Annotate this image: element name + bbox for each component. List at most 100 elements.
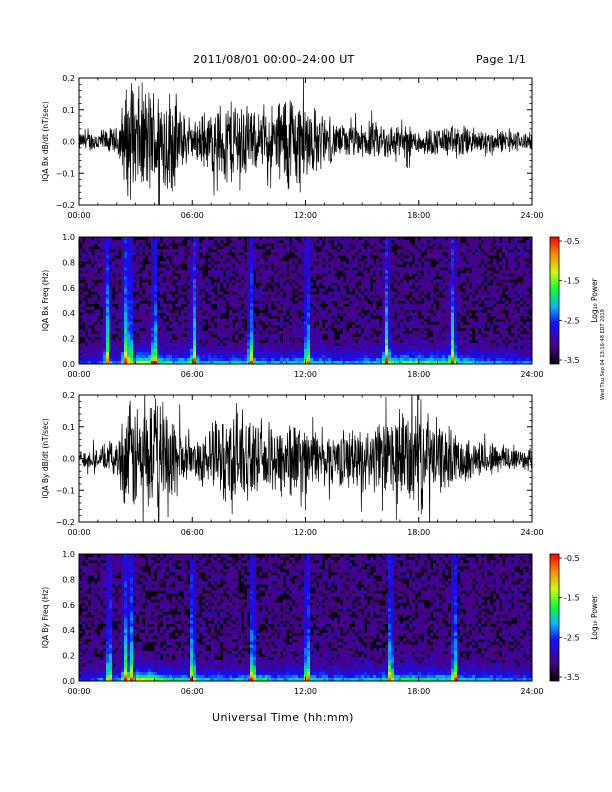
heatmap-cell bbox=[295, 351, 299, 356]
heatmap-cell bbox=[319, 297, 323, 301]
heatmap-cell bbox=[97, 237, 101, 241]
heatmap-cell bbox=[316, 351, 320, 356]
heatmap-cell bbox=[355, 291, 359, 295]
heatmap-cell bbox=[370, 258, 374, 262]
heatmap-cell bbox=[355, 357, 359, 362]
heatmap-cell bbox=[496, 339, 500, 344]
heatmap-cell bbox=[424, 348, 428, 353]
heatmap-cell bbox=[481, 294, 485, 298]
heatmap-cell bbox=[424, 321, 428, 326]
heatmap-cell bbox=[181, 279, 185, 283]
heatmap-cell bbox=[304, 333, 308, 338]
heatmap-cell bbox=[412, 318, 416, 323]
heatmap-cell bbox=[373, 345, 377, 350]
heatmap-cell bbox=[103, 354, 107, 359]
heatmap-cell bbox=[82, 348, 86, 353]
heatmap-cell bbox=[433, 255, 437, 259]
heatmap-cell bbox=[376, 240, 380, 244]
heatmap-cell bbox=[262, 249, 266, 253]
heatmap-cell bbox=[445, 318, 449, 323]
heatmap-cell bbox=[208, 297, 212, 301]
heatmap-cell bbox=[193, 351, 197, 356]
heatmap-cell bbox=[151, 345, 155, 350]
heatmap-cell bbox=[112, 300, 116, 304]
heatmap-cell bbox=[229, 357, 233, 362]
page-indicator: Page 1/1 bbox=[476, 53, 527, 66]
heatmap-cell bbox=[418, 267, 422, 271]
heatmap-cell bbox=[511, 354, 515, 359]
heatmap-cell bbox=[388, 303, 392, 307]
heatmap-cell bbox=[430, 270, 434, 274]
heatmap-cell bbox=[322, 276, 326, 280]
heatmap-cell bbox=[367, 345, 371, 350]
heatmap-cell bbox=[325, 321, 329, 326]
heatmap-cell bbox=[526, 321, 530, 326]
heatmap-cell bbox=[262, 354, 266, 359]
heatmap-cell bbox=[406, 336, 410, 341]
heatmap-cell bbox=[292, 303, 296, 307]
heatmap-cell bbox=[253, 315, 257, 320]
heatmap-cell bbox=[115, 288, 119, 292]
heatmap-cell bbox=[319, 288, 323, 292]
heatmap-cell bbox=[94, 258, 98, 262]
heatmap-cell bbox=[199, 282, 203, 286]
heatmap-cell bbox=[424, 354, 428, 359]
heatmap-cell bbox=[355, 300, 359, 304]
heatmap-cell bbox=[97, 276, 101, 280]
heatmap-cell bbox=[313, 345, 317, 350]
heatmap-cell bbox=[325, 276, 329, 280]
heatmap-cell bbox=[325, 342, 329, 347]
heatmap-cell bbox=[166, 321, 170, 326]
heatmap-cell bbox=[490, 348, 494, 353]
heatmap-cell bbox=[169, 354, 173, 359]
heatmap-cell bbox=[469, 297, 473, 301]
heatmap-cell bbox=[382, 309, 386, 313]
heatmap-cell bbox=[208, 336, 212, 341]
heatmap-cell bbox=[406, 246, 410, 250]
heatmap-cell bbox=[472, 273, 476, 277]
heatmap-cell bbox=[439, 339, 443, 344]
heatmap-cell bbox=[148, 327, 152, 332]
heatmap-cell bbox=[523, 276, 527, 280]
heatmap-cell bbox=[85, 306, 89, 310]
heatmap-cell bbox=[175, 255, 179, 259]
heatmap-cell bbox=[442, 357, 446, 362]
heatmap-cell bbox=[454, 270, 458, 274]
heatmap-cell bbox=[262, 342, 266, 347]
heatmap-cell bbox=[187, 294, 191, 298]
heatmap-cell bbox=[325, 306, 329, 310]
heatmap-cell bbox=[160, 318, 164, 323]
heatmap-cell bbox=[178, 324, 182, 329]
heatmap-cell bbox=[421, 357, 425, 362]
heatmap-cell bbox=[319, 336, 323, 341]
heatmap-cell bbox=[415, 330, 419, 335]
heatmap-cell bbox=[397, 342, 401, 347]
heatmap-cell bbox=[316, 252, 320, 256]
heatmap-cell bbox=[385, 237, 389, 241]
heatmap-cell bbox=[433, 249, 437, 253]
heatmap-cell bbox=[379, 345, 383, 350]
heatmap-cell bbox=[175, 261, 179, 265]
heatmap-cell bbox=[475, 252, 479, 256]
heatmap-cell bbox=[112, 327, 116, 332]
heatmap-cell bbox=[286, 351, 290, 356]
heatmap-cell bbox=[409, 354, 413, 359]
heatmap-cell bbox=[286, 291, 290, 295]
heatmap-cell bbox=[184, 270, 188, 274]
heatmap-cell bbox=[505, 273, 509, 277]
heatmap-cell bbox=[514, 318, 518, 323]
heatmap-cell bbox=[313, 336, 317, 341]
heatmap-cell bbox=[232, 261, 236, 265]
heatmap-cell bbox=[523, 303, 527, 307]
heatmap-cell bbox=[379, 246, 383, 250]
heatmap-cell bbox=[439, 306, 443, 310]
heatmap-cell bbox=[160, 249, 164, 253]
heatmap-cell bbox=[460, 276, 464, 280]
heatmap-cell bbox=[208, 342, 212, 347]
heatmap-cell bbox=[277, 237, 281, 241]
heatmap-cell bbox=[529, 279, 532, 283]
heatmap-cell bbox=[295, 273, 299, 277]
heatmap-cell bbox=[442, 291, 446, 295]
heatmap-cell bbox=[469, 360, 473, 364]
heatmap-cell bbox=[460, 321, 464, 326]
